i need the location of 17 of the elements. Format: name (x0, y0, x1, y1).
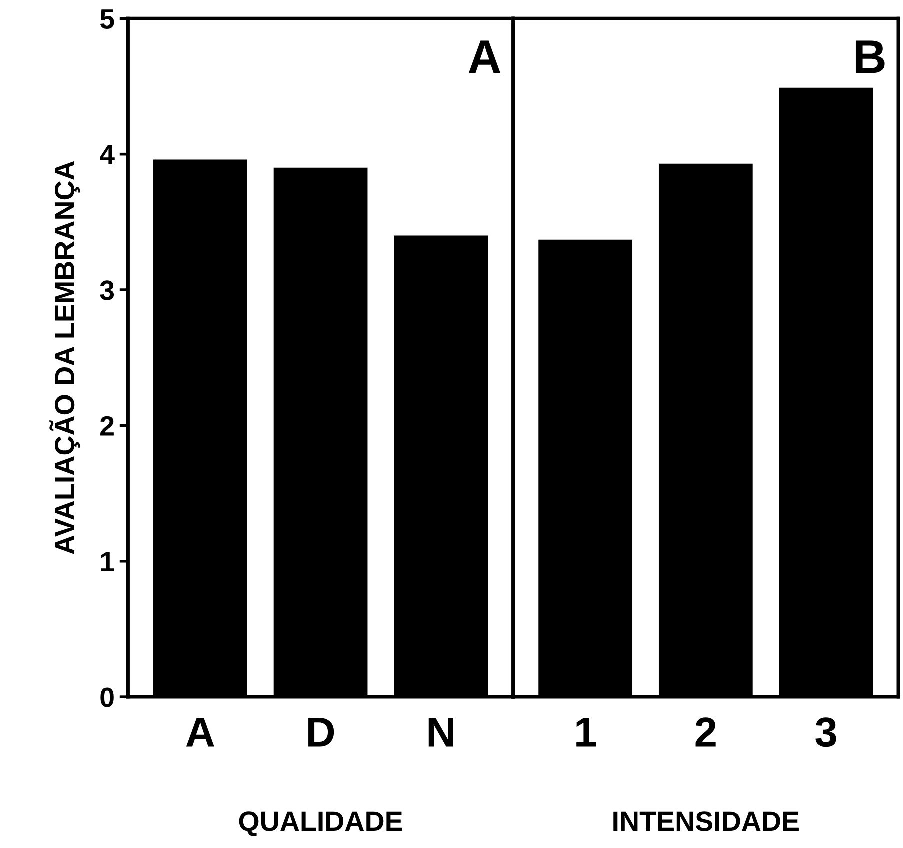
y-axis-title: AVALIAÇÃO DA LEMBRANÇA (50, 161, 80, 554)
x-tick-label: A (186, 718, 214, 747)
y-tick-label: 3 (100, 280, 114, 300)
x-tick-label: N (428, 718, 454, 747)
y-tick-label: 4 (100, 145, 115, 164)
y-tick-label: 2 (100, 416, 114, 436)
x-tick-label: D (308, 718, 334, 747)
y-tick-label: 0 (100, 688, 114, 708)
y-tick-label: 1 (101, 552, 114, 572)
x-tick-label: 3 (816, 718, 836, 748)
x-tick-label: 2 (696, 718, 716, 747)
x-axis-title: INTENSIDADE (614, 812, 799, 832)
y-tick-label: 5 (100, 10, 114, 29)
x-axis-title: QUALIDADE (239, 812, 402, 836)
chart-title: A (468, 40, 501, 74)
chart-title: B (856, 40, 885, 74)
x-tick-label: 1 (576, 718, 596, 747)
